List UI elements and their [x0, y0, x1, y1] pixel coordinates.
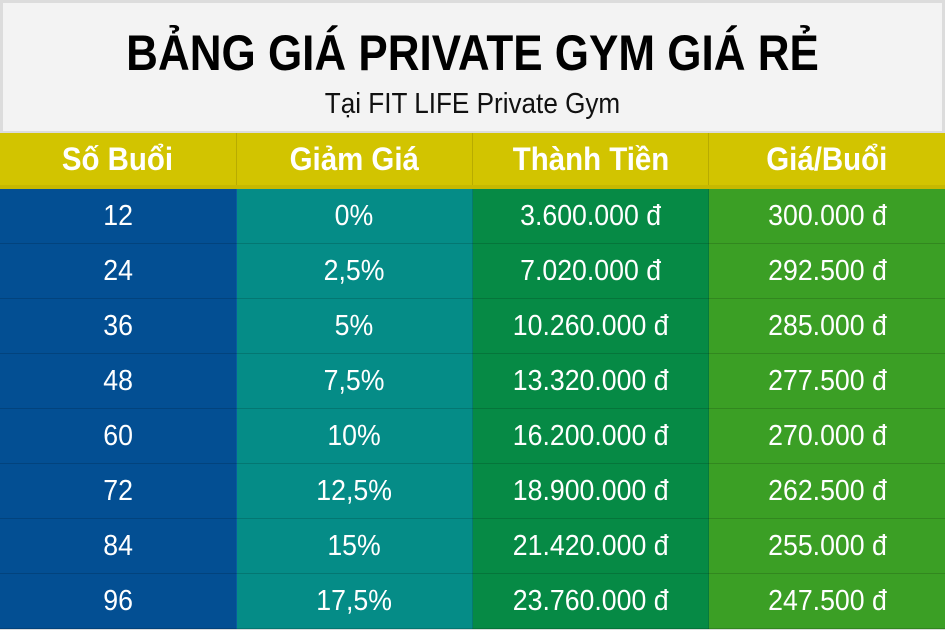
discount-cell: 0% — [236, 187, 474, 244]
sessions-cell: 48 — [0, 353, 237, 409]
discount-cell: 15% — [236, 518, 474, 574]
table-row: 12 0% 3.600.000 đ 300.000 đ — [0, 187, 945, 244]
price-per-session-cell: 255.000 đ — [708, 518, 945, 574]
total-cell: 21.420.000 đ — [472, 518, 710, 574]
sessions-cell: 72 — [0, 463, 237, 519]
sessions-cell: 12 — [0, 187, 237, 244]
price-per-session-cell: 292.500 đ — [708, 243, 945, 299]
total-cell: 18.900.000 đ — [472, 463, 710, 519]
price-per-session-cell: 270.000 đ — [708, 408, 945, 464]
table-row: 60 10% 16.200.000 đ 270.000 đ — [0, 408, 945, 464]
title-box: BẢNG GIÁ PRIVATE GYM GIÁ RẺ Tại FIT LIFE… — [3, 3, 942, 131]
price-per-session-cell: 262.500 đ — [708, 463, 945, 519]
total-cell: 3.600.000 đ — [472, 187, 710, 244]
sessions-cell: 84 — [0, 518, 237, 574]
column-header-discount: Giảm Giá — [236, 133, 474, 189]
discount-cell: 7,5% — [236, 353, 474, 409]
table-row: 48 7,5% 13.320.000 đ 277.500 đ — [0, 353, 945, 409]
table-row: 36 5% 10.260.000 đ 285.000 đ — [0, 298, 945, 354]
discount-cell: 10% — [236, 408, 474, 464]
table-row: 24 2,5% 7.020.000 đ 292.500 đ — [0, 243, 945, 299]
sessions-cell: 60 — [0, 408, 237, 464]
sessions-cell: 36 — [0, 298, 237, 354]
table-row: 84 15% 21.420.000 đ 255.000 đ — [0, 518, 945, 574]
sessions-cell: 24 — [0, 243, 237, 299]
price-per-session-cell: 247.500 đ — [708, 573, 945, 629]
table-row: 96 17,5% 23.760.000 đ 247.500 đ — [0, 573, 945, 629]
total-cell: 16.200.000 đ — [472, 408, 710, 464]
table-header-row: Số Buổi Giảm Giá Thành Tiền Giá/Buổi — [0, 133, 945, 189]
sessions-cell: 96 — [0, 573, 237, 629]
price-per-session-cell: 285.000 đ — [708, 298, 945, 354]
discount-cell: 5% — [236, 298, 474, 354]
discount-cell: 17,5% — [236, 573, 474, 629]
column-header-total: Thành Tiền — [472, 133, 710, 189]
discount-cell: 2,5% — [236, 243, 474, 299]
price-per-session-cell: 300.000 đ — [708, 187, 945, 244]
price-per-session-cell: 277.500 đ — [708, 353, 945, 409]
total-cell: 13.320.000 đ — [472, 353, 710, 409]
table-row: 72 12,5% 18.900.000 đ 262.500 đ — [0, 463, 945, 519]
total-cell: 7.020.000 đ — [472, 243, 710, 299]
total-cell: 10.260.000 đ — [472, 298, 710, 354]
price-table: Số Buổi Giảm Giá Thành Tiền Giá/Buổi 12 0… — [0, 133, 945, 629]
page-title: BẢNG GIÁ PRIVATE GYM GIÁ RẺ — [126, 25, 819, 81]
column-header-price-per-session: Giá/Buổi — [708, 133, 945, 189]
total-cell: 23.760.000 đ — [472, 573, 710, 629]
page-subtitle: Tại FIT LIFE Private Gym — [324, 88, 621, 120]
discount-cell: 12,5% — [236, 463, 474, 519]
column-header-sessions: Số Buổi — [0, 133, 237, 189]
